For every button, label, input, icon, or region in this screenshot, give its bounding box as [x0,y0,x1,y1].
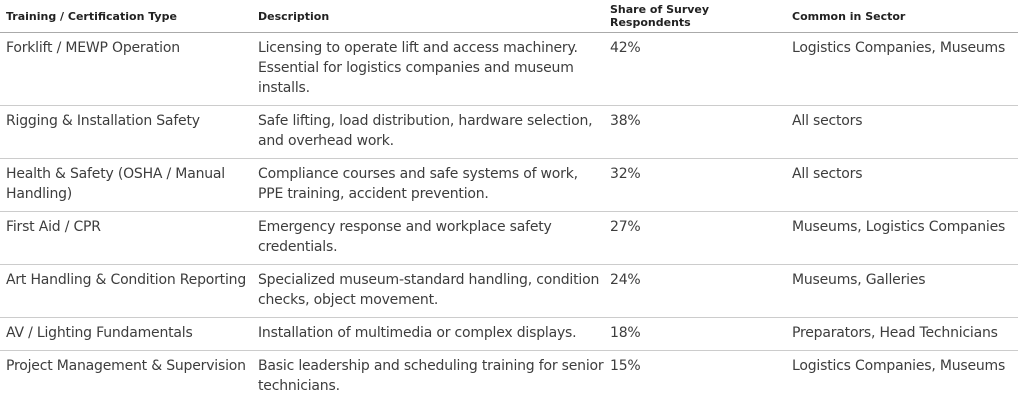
description: Emergency response and workplace safety … [252,212,604,265]
training-type: Art Handling & Condition Reporting [0,265,252,318]
sector: Logistics Companies, Museums [786,33,1018,106]
sector: Logistics Companies, Museums [786,351,1018,403]
sector: All sectors [786,106,1018,159]
description: Basic leadership and scheduling training… [252,351,604,403]
column-header: Share of Survey Respondents [604,0,786,33]
description: Licensing to operate lift and access mac… [252,33,604,106]
sector: Museums, Galleries [786,265,1018,318]
column-header: Description [252,0,604,33]
share: 32% [604,159,786,212]
table-row: Health & Safety (OSHA / Manual Handling)… [0,159,1018,212]
column-header: Common in Sector [786,0,1018,33]
description: Specialized museum-standard handling, co… [252,265,604,318]
training-type: Forklift / MEWP Operation [0,33,252,106]
sector: All sectors [786,159,1018,212]
column-header: Training / Certification Type [0,0,252,33]
training-type: Project Management & Supervision [0,351,252,403]
description: Installation of multimedia or complex di… [252,318,604,351]
share: 38% [604,106,786,159]
training-type: Rigging & Installation Safety [0,106,252,159]
share: 27% [604,212,786,265]
share: 15% [604,351,786,403]
share: 42% [604,33,786,106]
training-type: Health & Safety (OSHA / Manual Handling) [0,159,252,212]
training-type: AV / Lighting Fundamentals [0,318,252,351]
sector: Museums, Logistics Companies [786,212,1018,265]
share: 18% [604,318,786,351]
share: 24% [604,265,786,318]
training-type: First Aid / CPR [0,212,252,265]
sector: Preparators, Head Technicians [786,318,1018,351]
description: Safe lifting, load distribution, hardwar… [252,106,604,159]
description: Compliance courses and safe systems of w… [252,159,604,212]
